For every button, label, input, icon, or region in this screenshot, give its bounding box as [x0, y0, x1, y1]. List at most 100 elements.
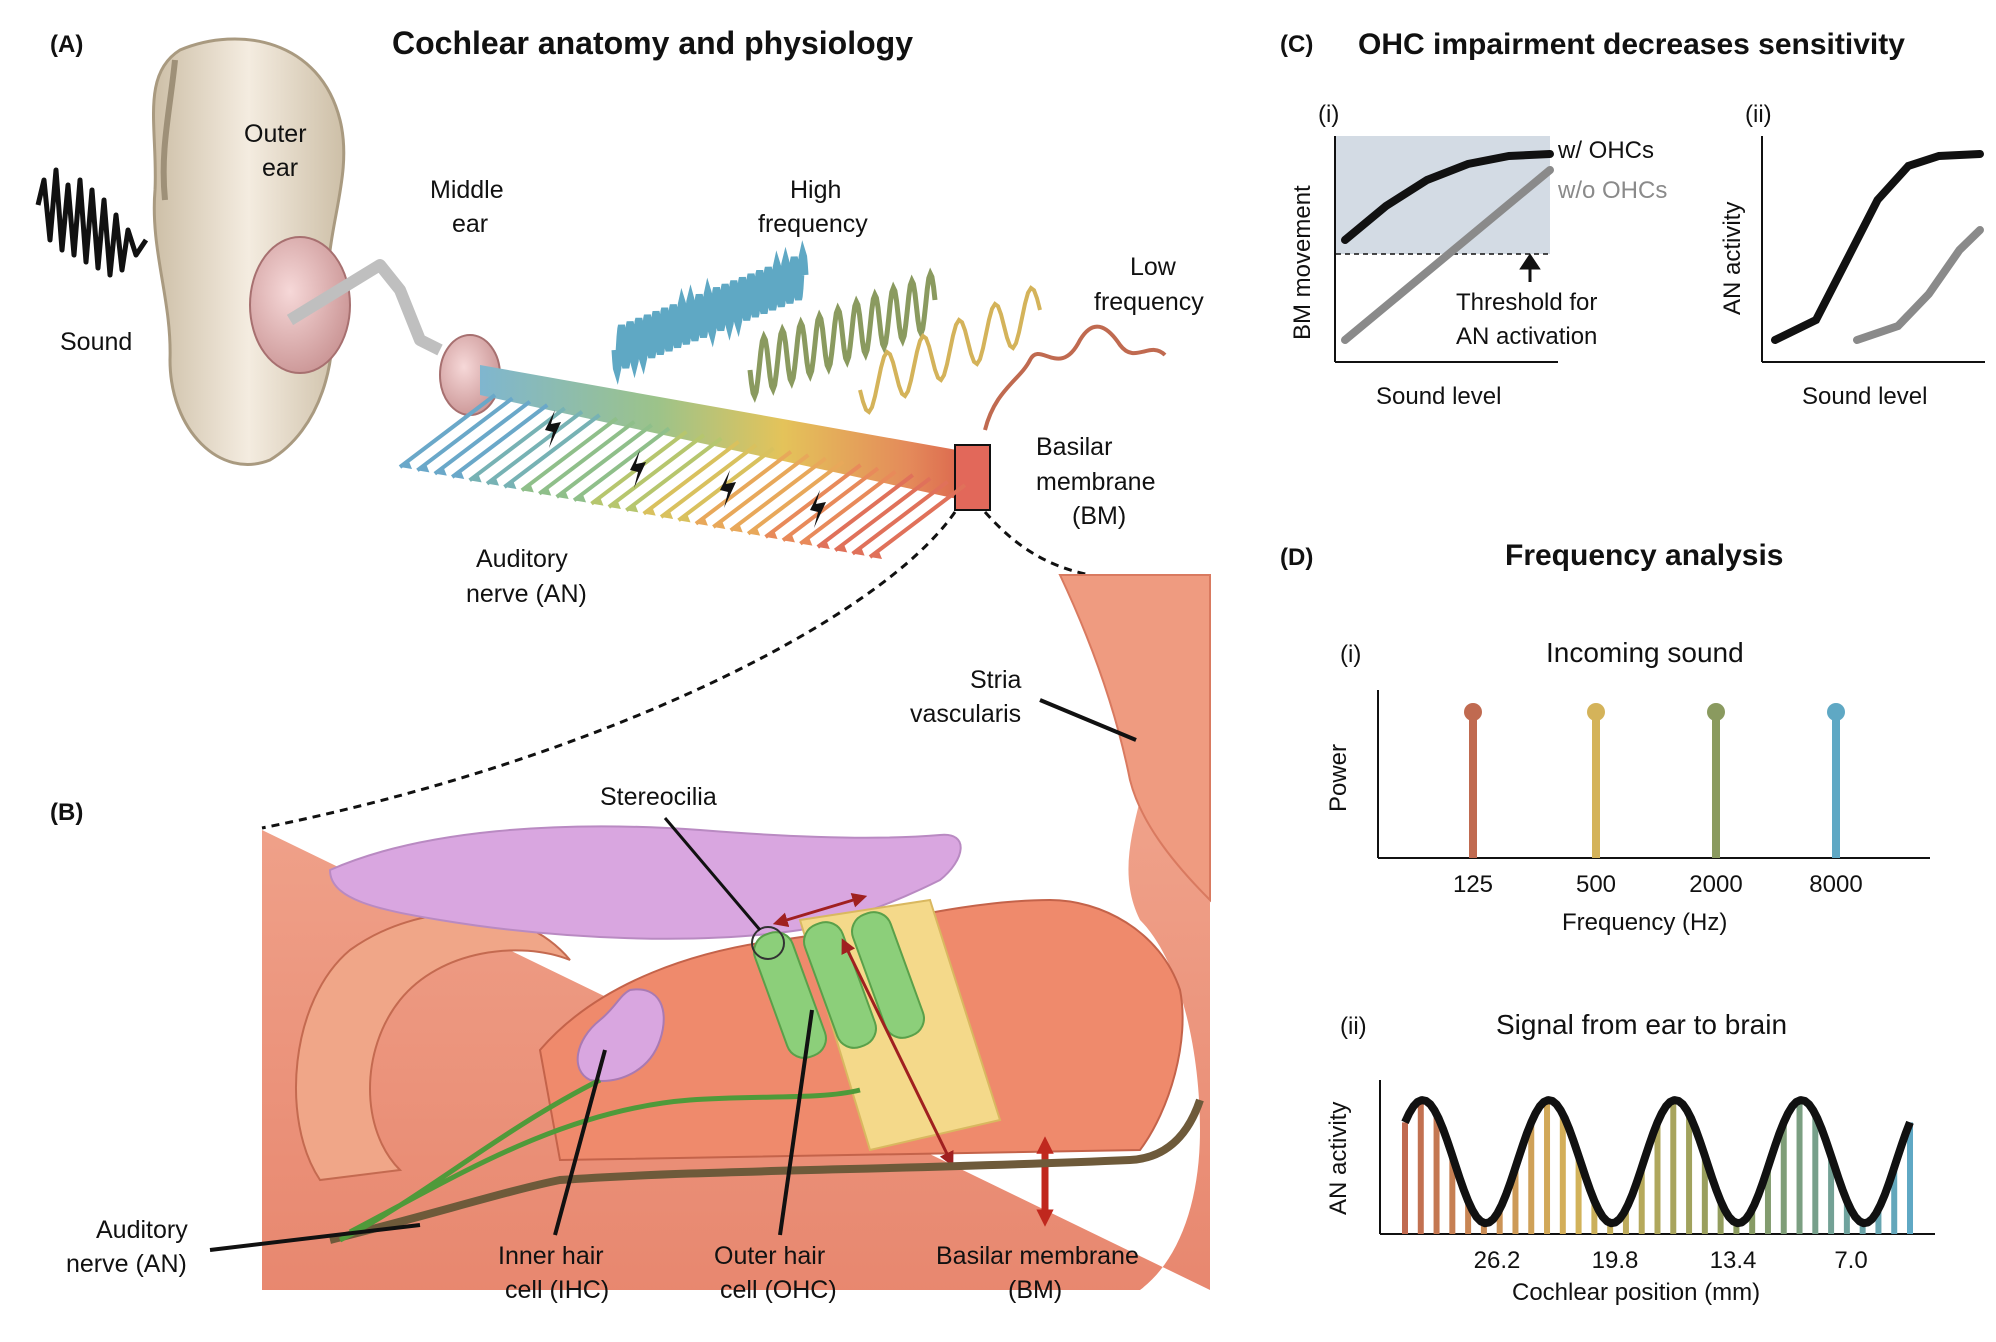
panel-d-i-title: Incoming sound [1546, 637, 1744, 668]
panel-c-title: OHC impairment decreases sensitivity [1358, 28, 1905, 61]
tick-label-500: 500 [1576, 871, 1616, 898]
panel-d-ii-title: Signal from ear to brain [1496, 1009, 1787, 1040]
outer-ear-rim [160, 59, 178, 201]
nerve-fiber-tip [643, 505, 656, 516]
high-freq-label-2: frequency [758, 210, 868, 238]
nerve-fiber [572, 426, 671, 502]
zoom-line-left [261, 511, 957, 830]
middle-ear-label-1: Middle [430, 176, 504, 204]
sound-wave [35, 167, 149, 278]
stria-pointer [1039, 698, 1137, 742]
ohc-pointer [778, 1009, 814, 1236]
an-label-a-1: Auditory [476, 545, 568, 573]
threshold-label-2: AN activation [1456, 323, 1597, 350]
basilar-membrane-line [329, 1098, 1204, 1244]
chart-c-i-series-with [1341, 150, 1554, 244]
nerve-fiber-tip [591, 495, 604, 506]
nerve-fiber-tip [452, 469, 465, 479]
nerve-fiber-tip [678, 512, 691, 523]
panel-c: (C) OHC impairment decreases sensitivity… [1280, 28, 1985, 410]
bm-label-2: membrane [1036, 468, 1156, 496]
shear-arrow [772, 892, 868, 928]
ohc-motility-arrow [841, 938, 954, 1167]
nerve-fiber-tip [626, 502, 639, 513]
panel-c-ii-label: (ii) [1745, 101, 1772, 128]
chart-c-ii-series-without [1853, 226, 1984, 344]
nerve-fiber-tip [835, 542, 848, 553]
low-freq-label-1: Low [1130, 253, 1177, 281]
bm-label-b-2: (BM) [1008, 1276, 1062, 1304]
panel-b-letter: (B) [50, 799, 83, 826]
threshold-label-1: Threshold for [1456, 289, 1597, 316]
nerve-fiber [503, 413, 601, 489]
middle-ear-label-2: ear [452, 210, 488, 238]
nerve-fiber-tip [782, 532, 795, 543]
panel-c-ii-ylabel: AN activity [1719, 202, 1746, 315]
legend-without: w/o OHCs [1557, 177, 1667, 204]
nerve-fiber-tip [817, 539, 830, 549]
nerve-fiber [659, 443, 758, 519]
stem-head-8000 [1827, 703, 1845, 721]
nerve-fiber [799, 470, 897, 546]
panel-d: (D) Frequency analysis (i) Incoming soun… [1280, 539, 1935, 1306]
panel-d-title: Frequency analysis [1505, 539, 1783, 572]
panel-d-letter: (D) [1280, 544, 1313, 571]
panel-c-ii-xlabel: Sound level [1802, 383, 1927, 410]
panel-c-i-label: (i) [1318, 101, 1339, 128]
nerve-fiber-tip [574, 492, 587, 503]
stria-label-2: vascularis [910, 700, 1021, 728]
outer-ear-label-2: ear [262, 154, 298, 182]
panel-d-i-ylabel: Power [1325, 744, 1352, 812]
nerve-fiber [625, 436, 723, 512]
panel-d-ii-xlabel: Cochlear position (mm) [1512, 1279, 1760, 1306]
nerve-fiber-tip [800, 535, 813, 546]
panel-c-letter: (C) [1280, 31, 1313, 58]
nerve-fiber-tip [487, 475, 500, 486]
nerve-fiber [712, 453, 810, 529]
ihc-label-2: cell (IHC) [505, 1276, 609, 1304]
nerve-fiber [833, 476, 932, 552]
action-potential-icon [810, 490, 826, 528]
stereocilia-marker [751, 926, 785, 960]
nerve-fiber [642, 440, 740, 516]
nerve-fiber-tip [661, 509, 674, 519]
an-label-a-2: nerve (AN) [466, 580, 587, 608]
nerve-fiber-tip [852, 545, 865, 556]
nerve-fiber [607, 433, 706, 509]
nerve-fiber [746, 460, 845, 536]
nerve-fiber [851, 480, 949, 556]
inner-hair-cell [576, 988, 665, 1082]
panel-b: (B) Stereocilia [50, 574, 1211, 1304]
panel-a-letter: (A) [50, 31, 83, 58]
nerve-fiber-tip [748, 525, 761, 536]
tick-label-125: 125 [1453, 871, 1493, 898]
action-potential-icon [630, 450, 646, 488]
nerve-fiber [555, 423, 653, 499]
mid-high-frequency-wave [747, 267, 938, 403]
high-frequency-wave [611, 240, 809, 385]
zoom-line-right [983, 511, 1091, 577]
chart-c-i-series-without [1341, 166, 1554, 344]
ossicles [286, 259, 443, 356]
auditory-nerve-fibers-b [338, 1077, 861, 1243]
nerve-fiber [416, 396, 514, 472]
chart-c-ii-series-with [1771, 150, 1984, 344]
nerve-fiber [433, 400, 532, 476]
stem-head-2000 [1707, 703, 1725, 721]
stem-head-500 [1587, 703, 1605, 721]
tick-label-26.2: 26.2 [1474, 1247, 1521, 1274]
chart-d-i-marks: 125 500 2000 8000 [1453, 703, 1863, 898]
mid-low-frequency-wave [858, 285, 1042, 415]
tick-label-8000: 8000 [1809, 871, 1862, 898]
ohc-label-1: Outer hair [714, 1242, 825, 1270]
nerve-fiber-tip [521, 482, 534, 493]
nerve-fiber [694, 450, 793, 526]
panel-a: (A) Cochlear anatomy and physiology Soun… [35, 25, 1204, 830]
panel-d-ii-ylabel: AN activity [1325, 1102, 1352, 1215]
panel-d-i-label: (i) [1340, 641, 1361, 668]
nerve-fiber [398, 393, 497, 469]
nerve-fiber [538, 420, 636, 496]
bm-label-3: (BM) [1072, 502, 1126, 530]
nerve-fiber-tip [765, 529, 778, 539]
nerve-fiber [520, 416, 619, 492]
